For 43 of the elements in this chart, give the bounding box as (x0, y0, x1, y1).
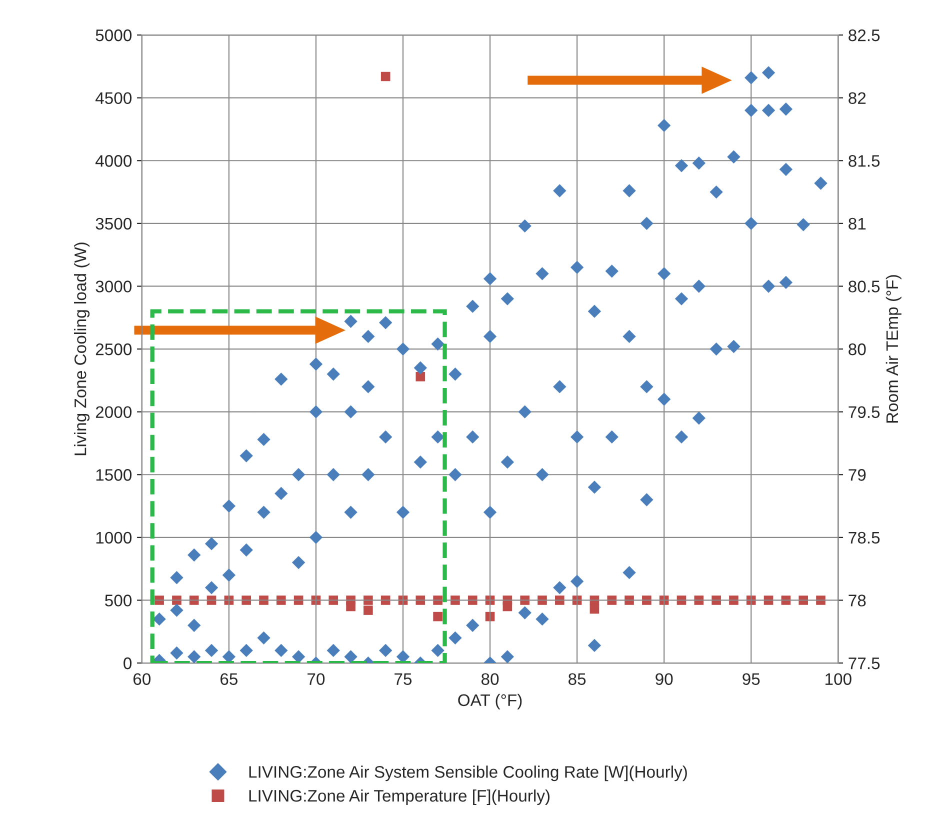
y-axis-title: Living Zone Cooling load (W) (74, 242, 90, 456)
x-tick-label: 65 (220, 673, 238, 685)
y-tick-label: 4000 (95, 155, 132, 167)
x-tick-label: 90 (656, 673, 673, 685)
legend-label: LIVING:Zone Air System Sensible Cooling Rate [W](Hourly) (249, 766, 687, 782)
x-axis-title: OAT (°F) (458, 694, 522, 710)
y2-tick-label: 80 (848, 343, 866, 356)
point (502, 602, 512, 612)
y2-tick-label: 77.5 (848, 658, 880, 670)
x-tick-label: 100 (826, 673, 852, 685)
y2-tick-label: 82.5 (848, 29, 880, 42)
y-tick-label: 4500 (95, 92, 132, 104)
y-tick-label: 3500 (96, 218, 132, 230)
y2-tick-label: 80.5 (848, 280, 880, 292)
y2-axis-title: Room Air TEmp (°F) (886, 275, 902, 423)
y2-tick-label: 82 (848, 92, 866, 104)
y2-tick-label: 81.5 (848, 155, 880, 167)
y-tick-label: 0 (124, 657, 132, 670)
x-tick-label: 60 (133, 673, 151, 685)
y2-tick-label: 78.5 (848, 532, 880, 544)
y-tick-label: 500 (105, 594, 132, 606)
y2-tick-label: 78 (848, 594, 866, 606)
x-tick-label: 85 (568, 673, 586, 685)
y2-tick-label: 79 (848, 469, 866, 481)
x-tick-label: 80 (481, 673, 499, 685)
y-tick-label: 1500 (96, 469, 132, 481)
point (433, 612, 442, 622)
x-tick-label: 95 (742, 673, 760, 685)
y-tick-label: 1000 (96, 532, 132, 544)
point (380, 72, 390, 82)
y-tick-label: 5000 (96, 29, 132, 42)
x-tick-label: 75 (394, 673, 412, 685)
point (416, 372, 426, 382)
point (590, 604, 600, 614)
y2-tick-label: 79.5 (848, 406, 880, 418)
point (346, 602, 356, 612)
legend-label: LIVING:Zone Air Temperature [F](Hourly) (249, 789, 550, 806)
x-tick-label: 70 (308, 673, 325, 685)
point (364, 606, 373, 615)
y-tick-label: 2500 (96, 343, 132, 356)
y-tick-label: 2000 (96, 406, 132, 418)
y-tick-label: 3000 (96, 280, 132, 292)
y2-tick-label: 81 (848, 218, 866, 230)
